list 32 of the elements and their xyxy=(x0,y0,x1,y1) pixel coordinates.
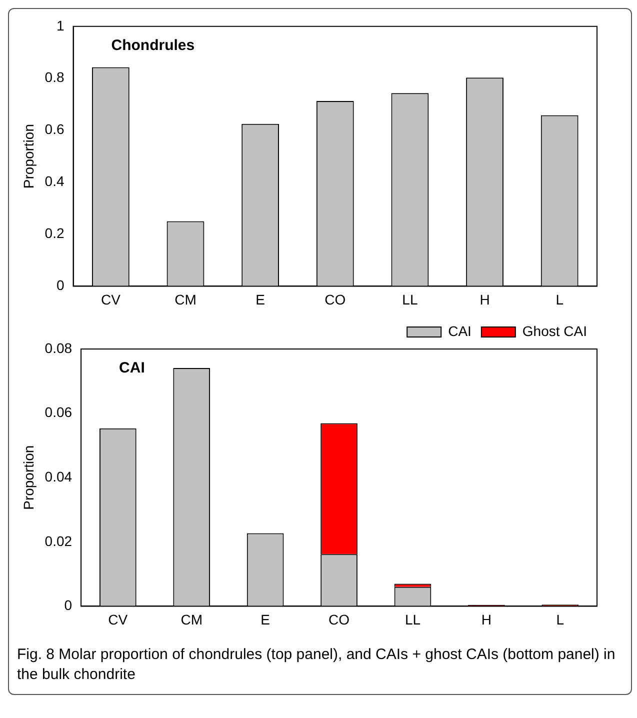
y-tick-label: 0.8 xyxy=(44,69,64,86)
y-axis-title: Proportion xyxy=(20,445,36,510)
y-tick-label: 1 xyxy=(56,17,64,34)
y-tick-label: 0 xyxy=(56,277,64,294)
legend-label: CAI xyxy=(448,322,472,339)
x-tick-label: E xyxy=(260,611,270,628)
y-tick-label: 0.04 xyxy=(44,468,72,484)
caption: Fig. 8 Molar proportion of chondrules (top panel), and CAIs + ghost CAIs (bottom panel) in the bulk chondrite xyxy=(17,645,616,686)
x-tick-label: CO xyxy=(324,291,346,308)
legend-label: Ghost CAI xyxy=(522,322,588,339)
text: CAI xyxy=(119,360,145,377)
y-tick-label: 0.2 xyxy=(44,225,64,242)
y-axis-title: Proportion xyxy=(20,124,36,189)
x-tick-label: CV xyxy=(100,291,122,308)
x-tick-label: H xyxy=(480,291,490,308)
x-tick-label: CM xyxy=(174,291,196,308)
y-tick-label: 0 xyxy=(64,597,72,614)
x-tick-label: H xyxy=(481,611,492,628)
text: Chondrules xyxy=(111,37,195,54)
x-tick-label: L xyxy=(556,291,564,308)
y-tick-label: 0.6 xyxy=(44,121,64,138)
x-tick-label: CO xyxy=(328,611,350,628)
y-tick-label: 0.02 xyxy=(44,532,72,549)
x-tick-label: LL xyxy=(404,611,421,628)
x-tick-label: LL xyxy=(402,291,418,308)
x-tick-label: CV xyxy=(108,611,128,628)
y-tick-label: 0.4 xyxy=(44,173,64,190)
x-tick-label: CM xyxy=(180,611,202,628)
x-tick-label: E xyxy=(256,291,265,308)
y-tick-label: 0.06 xyxy=(44,404,72,420)
x-tick-label: L xyxy=(556,611,564,628)
y-tick-label: 0.08 xyxy=(44,340,72,356)
